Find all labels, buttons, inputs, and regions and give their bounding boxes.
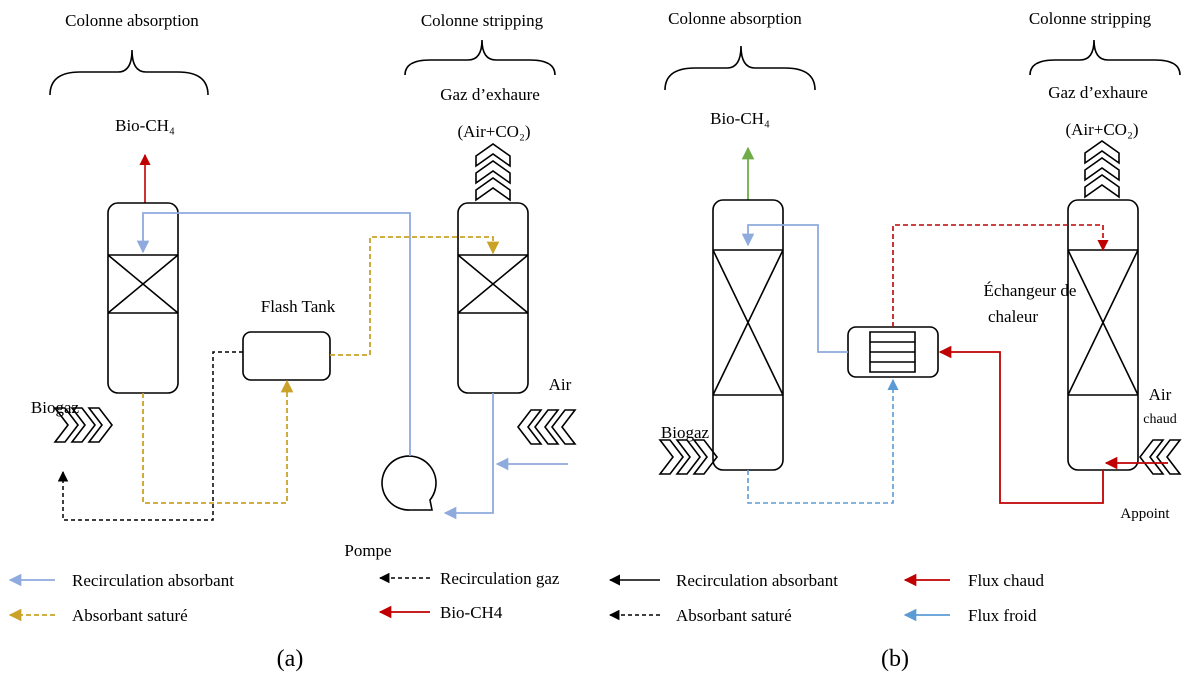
label: Échangeur de — [984, 281, 1077, 300]
label: Colonne stripping — [421, 11, 544, 30]
legend: Recirculation absorbant Absorbant saturé… — [8, 569, 1045, 625]
saturated-absorbent — [142, 379, 294, 504]
legend-label: Recirculation absorbant — [72, 571, 234, 590]
label: chaud — [1143, 412, 1176, 427]
label: Gaz d’exhaure — [1048, 83, 1148, 102]
label: Colonne stripping — [1029, 9, 1152, 28]
panel-b: Colonne absorption Colonne stripping Gaz… — [658, 9, 1182, 672]
label: Pompe — [344, 541, 391, 560]
label: (Air+CO₂) — [1065, 120, 1138, 139]
stripping-column — [1067, 199, 1139, 471]
flash-tank — [242, 331, 331, 381]
label: Appoint — [1120, 506, 1170, 522]
label: Bio-CH₄ — [710, 109, 770, 128]
exchanger-plates — [869, 331, 916, 373]
brace — [664, 45, 816, 91]
packing — [712, 249, 784, 396]
label: Colonne absorption — [65, 11, 199, 30]
hot-flow — [938, 345, 1104, 504]
absorbent-recirculation — [136, 212, 411, 456]
legend-label: Recirculation absorbant — [676, 571, 838, 590]
pump — [381, 455, 437, 511]
brace — [1029, 39, 1181, 76]
legend-label: Flux chaud — [968, 571, 1045, 590]
hot-flow — [892, 224, 1109, 327]
exhaust-chevrons — [1084, 140, 1120, 199]
legend-label: Absorbant saturé — [72, 606, 188, 625]
cold-flow — [747, 378, 899, 504]
stripping-column — [457, 202, 529, 394]
gas-recirculation — [57, 351, 243, 521]
absorbent-recirculation — [443, 393, 494, 520]
label: Flash Tank — [261, 297, 336, 316]
biogaz-chevrons — [658, 439, 719, 475]
legend-label: Recirculation gaz — [440, 569, 560, 588]
legend-label: Bio-CH4 — [440, 603, 503, 622]
label: Biogaz — [31, 398, 80, 417]
legend-label: Flux froid — [968, 606, 1037, 625]
packing — [1067, 249, 1139, 396]
legend-label: Absorbant saturé — [676, 606, 792, 625]
label: chaleur — [988, 307, 1038, 326]
label: Colonne absorption — [668, 9, 802, 28]
label: (Air+CO₂) — [457, 122, 530, 141]
label: Biogaz — [661, 423, 710, 442]
saturated-absorbent — [330, 236, 500, 356]
brace — [404, 39, 556, 76]
label: Air — [549, 375, 572, 394]
label: Bio-CH₄ — [115, 116, 175, 135]
air-chevrons — [1138, 439, 1182, 475]
biogaz-chevrons — [53, 407, 114, 443]
caption: (a) — [277, 646, 304, 672]
packing — [107, 254, 179, 314]
label: Air — [1149, 385, 1172, 404]
air-chevrons — [516, 409, 577, 445]
label: Gaz d’exhaure — [440, 85, 540, 104]
absorbent-recirculation — [741, 224, 848, 353]
caption: (b) — [881, 646, 909, 672]
brace — [49, 49, 209, 96]
packing — [457, 254, 529, 314]
exhaust-chevrons — [475, 143, 511, 202]
panel-a: Colonne absorption Colonne stripping Gaz… — [31, 11, 577, 672]
